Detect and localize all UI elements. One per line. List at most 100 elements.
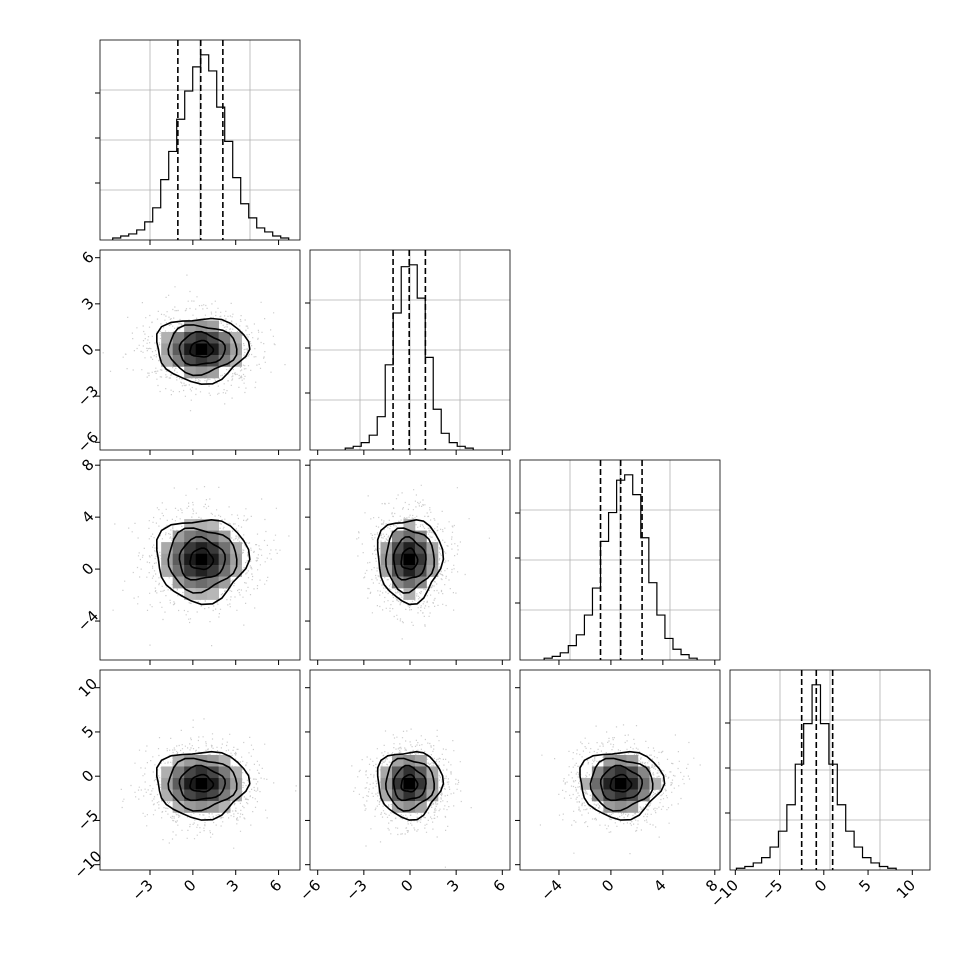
density-plot-area — [120, 718, 297, 849]
density-cell — [218, 766, 231, 779]
contour-level — [609, 773, 633, 793]
density-cell — [380, 542, 393, 554]
density-cell — [218, 576, 231, 589]
x-tick-label: 0 — [598, 876, 617, 895]
density-cell — [161, 777, 173, 790]
panel-frame — [99, 669, 301, 871]
panel-frame — [729, 669, 931, 871]
histogram-steps — [344, 264, 474, 450]
density-cell — [172, 343, 185, 356]
density-cell — [184, 519, 196, 531]
density-cell — [218, 542, 231, 554]
density-cell — [184, 576, 196, 589]
density-cell — [391, 754, 404, 767]
density-cell — [195, 565, 208, 577]
density-cell — [218, 754, 231, 767]
density-cell — [391, 542, 404, 554]
y-tick-label: −5 — [74, 806, 102, 834]
density-cell — [195, 789, 208, 802]
density-cell — [207, 519, 219, 531]
contour-level — [579, 750, 666, 821]
density-cell — [403, 519, 416, 531]
density-cell — [161, 553, 173, 566]
density-cell — [161, 542, 173, 554]
density-cell — [414, 754, 427, 767]
density-cell — [207, 565, 219, 577]
density-cell — [626, 800, 639, 813]
density-cell — [172, 331, 185, 344]
histogram-panel-0 — [95, 39, 301, 245]
contour-level — [400, 773, 419, 793]
density-cell — [184, 320, 196, 333]
x-tick-label: −5 — [758, 876, 786, 904]
density-cell — [184, 366, 196, 379]
panel-frame — [519, 459, 721, 661]
y-tick-label: 0 — [78, 559, 97, 578]
contour-level — [384, 527, 436, 594]
density-cell — [195, 519, 208, 531]
density-cell — [195, 576, 208, 589]
y-tick-label: −4 — [74, 607, 102, 635]
density-cell — [172, 789, 185, 802]
contour-level — [384, 757, 436, 812]
density-cell — [184, 530, 196, 543]
contour-level — [178, 764, 227, 802]
density-cell — [403, 553, 416, 566]
x-tick-label: 6 — [266, 876, 285, 895]
contour-level — [392, 535, 427, 581]
y-tick-label: 3 — [78, 294, 97, 313]
density-cell — [218, 789, 231, 802]
density-panel-0-2: −4 0 4 8 — [74, 455, 301, 665]
density-cell — [207, 766, 219, 779]
contour-level — [189, 773, 215, 793]
density-cell — [626, 754, 639, 767]
density-cell — [195, 777, 208, 790]
contour-level — [167, 757, 238, 812]
panel-frame — [519, 669, 721, 871]
density-cell — [637, 789, 650, 802]
density-cell — [380, 565, 393, 577]
density-cell — [218, 800, 231, 813]
density-plot-area — [351, 728, 472, 868]
contour-level — [376, 750, 445, 821]
density-cell — [230, 354, 242, 367]
x-tick-label: −4 — [537, 876, 565, 904]
density-cell — [603, 800, 616, 813]
density-cell — [218, 565, 231, 577]
density-cell — [207, 800, 219, 813]
density-cell — [414, 542, 427, 554]
density-cell — [207, 576, 219, 589]
y-tick-label: 5 — [78, 722, 97, 741]
y-tick-label: −6 — [74, 428, 102, 456]
density-cell — [172, 542, 185, 554]
density-cell — [426, 553, 439, 566]
density-cell — [391, 777, 404, 790]
contour-level — [178, 535, 227, 581]
density-cell — [391, 576, 404, 589]
density-cell — [391, 565, 404, 577]
x-tick-label: 3 — [223, 876, 242, 895]
contour-level — [376, 518, 445, 606]
x-tick-label: 3 — [444, 876, 463, 895]
density-plot-area — [539, 724, 701, 855]
density-cell — [161, 343, 173, 356]
density-panel-2-3: −4 0 4 8 — [515, 669, 722, 904]
y-tick-label: 10 — [75, 675, 101, 701]
density-cell — [426, 777, 439, 790]
density-cell — [603, 754, 616, 767]
density-cell — [403, 576, 416, 589]
scatter-points — [539, 724, 701, 855]
density-cell — [603, 766, 616, 779]
y-tick-label: 6 — [78, 248, 97, 267]
y-tick-label: 0 — [78, 340, 97, 359]
density-cell — [414, 530, 427, 543]
contour-level — [167, 527, 238, 594]
density-cell — [637, 777, 650, 790]
y-tick-label: −3 — [74, 382, 102, 410]
x-tick-label: −6 — [296, 876, 324, 904]
panel-frame — [99, 459, 301, 661]
density-cell — [184, 542, 196, 554]
x-tick-label: 4 — [650, 876, 669, 895]
